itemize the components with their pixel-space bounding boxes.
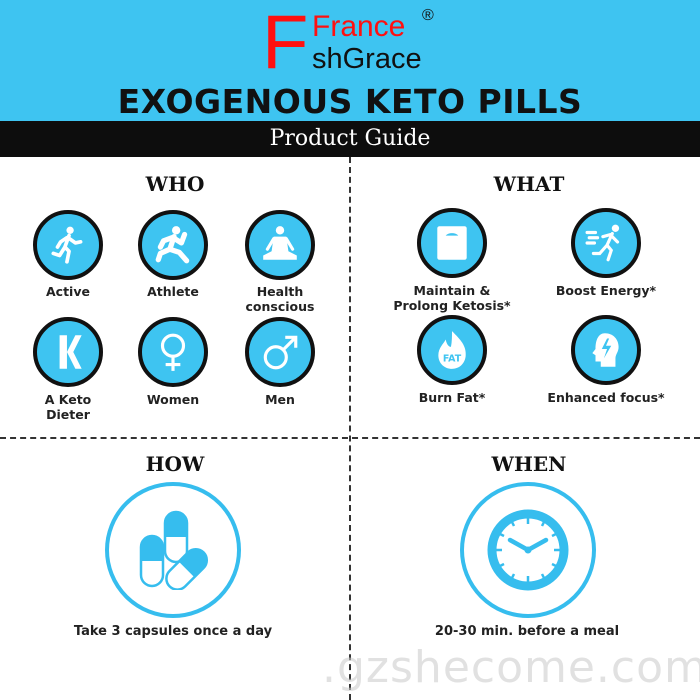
svg-text:France: France bbox=[312, 10, 405, 43]
running-person-icon bbox=[33, 210, 103, 280]
who-label-active: Active bbox=[46, 284, 90, 299]
what-label-focus: Enhanced focus* bbox=[547, 390, 665, 405]
when-heading: WHEN bbox=[491, 452, 567, 476]
watermark: .gzshecome.com bbox=[322, 642, 700, 693]
athlete-sprint-icon bbox=[138, 210, 208, 280]
who-label-athlete: Athlete bbox=[147, 284, 199, 299]
who-label-women: Women bbox=[146, 392, 200, 407]
subtitle: Product Guide bbox=[269, 126, 431, 151]
horizontal-divider bbox=[0, 437, 700, 439]
what-label-energy: Boost Energy* bbox=[555, 283, 657, 298]
brand-logo: F France shGrace ® bbox=[262, 2, 434, 72]
meditation-icon bbox=[245, 210, 315, 280]
what-label-burn-fat: Burn Fat* bbox=[418, 390, 486, 405]
svg-text:shGrace: shGrace bbox=[312, 43, 422, 72]
svg-text:FAT: FAT bbox=[443, 354, 462, 365]
vertical-divider bbox=[349, 157, 351, 700]
page-title: EXOGENOUS KETO PILLS bbox=[117, 82, 583, 121]
capsules-icon bbox=[105, 482, 241, 618]
what-label-ketosis: Maintain & Prolong Ketosis* bbox=[393, 283, 511, 313]
head-lightning-icon bbox=[571, 315, 641, 385]
male-symbol-icon bbox=[245, 317, 315, 387]
when-caption: 20-30 min. before a meal bbox=[434, 624, 620, 639]
scale-icon bbox=[417, 208, 487, 278]
subtitle-band: Product Guide bbox=[0, 121, 700, 157]
clock-icon bbox=[460, 482, 596, 618]
svg-text:F: F bbox=[262, 2, 308, 72]
what-heading: WHAT bbox=[493, 172, 565, 196]
who-label-health-conscious: Health conscious bbox=[245, 284, 315, 314]
how-heading: HOW bbox=[145, 452, 205, 476]
who-label-keto-dieter: A Keto Dieter bbox=[44, 392, 92, 422]
female-symbol-icon bbox=[138, 317, 208, 387]
how-caption: Take 3 capsules once a day bbox=[73, 624, 273, 639]
who-label-men: Men bbox=[265, 392, 295, 407]
fast-runner-icon bbox=[571, 208, 641, 278]
fat-flame-icon: FAT bbox=[417, 315, 487, 385]
who-heading: WHO bbox=[145, 172, 205, 196]
header-banner bbox=[0, 0, 700, 121]
svg-text:®: ® bbox=[422, 7, 434, 24]
letter-k-icon bbox=[33, 317, 103, 387]
